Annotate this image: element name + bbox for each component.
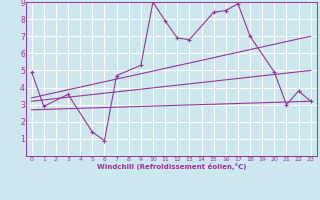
- X-axis label: Windchill (Refroidissement éolien,°C): Windchill (Refroidissement éolien,°C): [97, 163, 246, 170]
